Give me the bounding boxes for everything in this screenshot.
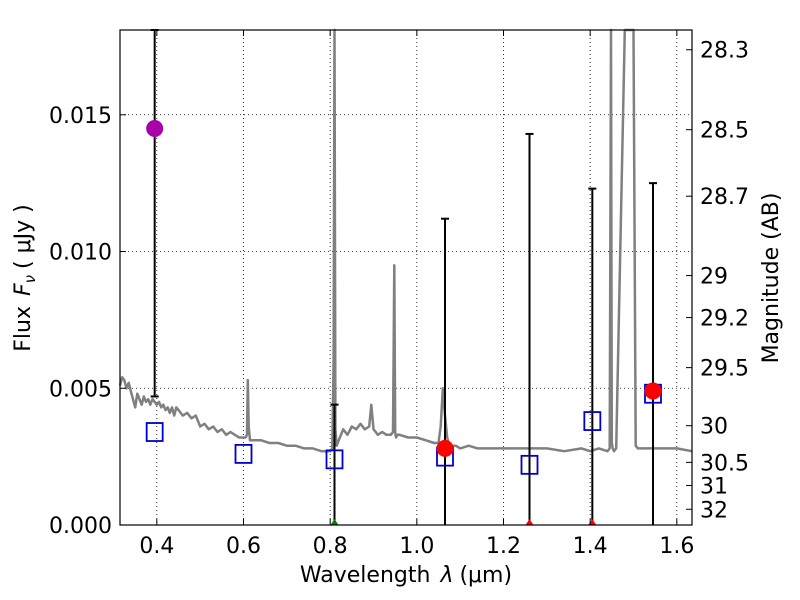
x-tick-label: 1.0 <box>399 534 434 559</box>
mag-tick-label: 28.3 <box>700 39 749 64</box>
x-tick-label: 1.2 <box>486 534 521 559</box>
y-tick-label: 0.015 <box>49 104 112 129</box>
x-tick-label: 0.8 <box>313 534 348 559</box>
tick-layer: 0.4 0.6 0.8 1.0 1.2 1.4 1.6 0.000 0.005 0.010 0.01… <box>49 30 749 559</box>
mag-tick-label: 28.5 <box>700 119 749 144</box>
x-axis-label: Wavelength λ (μm) <box>300 563 512 588</box>
y-tick-label: 0.010 <box>49 241 112 266</box>
mag-tick-label: 29.5 <box>700 357 749 382</box>
marker-layer <box>145 119 662 525</box>
observed-photometry-point <box>644 382 662 400</box>
observed-photometry-point <box>146 119 164 137</box>
mag-tick-label: 32 <box>700 498 728 523</box>
model-photometry-square <box>583 411 602 431</box>
x-tick-label: 1.6 <box>659 534 694 559</box>
mag-tick-label: 29 <box>700 265 728 290</box>
mag-tick-label: 29.2 <box>700 307 749 332</box>
y-tick-label: 0.000 <box>49 514 112 539</box>
model-photometry-square <box>520 454 539 475</box>
mag-tick-label: 31 <box>700 474 728 499</box>
y-axis-label: FluxFν( μJy ) <box>11 204 39 351</box>
non-detection-marker <box>330 519 339 525</box>
mag-tick-label: 30 <box>700 415 728 440</box>
grid-lines <box>120 30 692 525</box>
model-photometry-square <box>234 443 253 464</box>
x-tick-label: 0.4 <box>139 534 174 559</box>
model-spectrum-line <box>118 28 693 453</box>
observed-photometry-point <box>436 439 454 457</box>
model-spectrum-layer <box>118 28 693 453</box>
magnitude-axis-label: Magnitude (AB) <box>759 193 784 364</box>
plot-frame <box>119 29 693 526</box>
mag-tick-label: 28.7 <box>700 185 749 210</box>
y-tick-label: 0.005 <box>49 377 112 402</box>
model-photometry-square <box>145 422 164 442</box>
model-photometry-square <box>325 449 344 470</box>
errorbar-layer <box>150 29 657 525</box>
x-tick-label: 0.6 <box>226 534 261 559</box>
x-tick-label: 1.4 <box>573 534 608 559</box>
non-detection-marker <box>525 519 534 525</box>
non-detection-marker <box>588 519 597 525</box>
mag-tick-label: 30.5 <box>700 451 749 476</box>
